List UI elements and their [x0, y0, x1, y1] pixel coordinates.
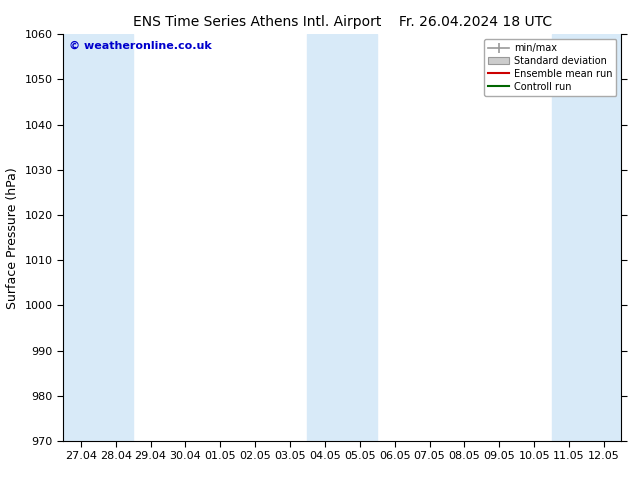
Title: ENS Time Series Athens Intl. Airport    Fr. 26.04.2024 18 UTC: ENS Time Series Athens Intl. Airport Fr.…: [133, 15, 552, 29]
Legend: min/max, Standard deviation, Ensemble mean run, Controll run: min/max, Standard deviation, Ensemble me…: [484, 39, 616, 96]
Text: © weatheronline.co.uk: © weatheronline.co.uk: [69, 40, 212, 50]
Bar: [307, 34, 377, 441]
Bar: [552, 34, 621, 441]
Bar: [63, 34, 133, 441]
Y-axis label: Surface Pressure (hPa): Surface Pressure (hPa): [6, 167, 19, 309]
